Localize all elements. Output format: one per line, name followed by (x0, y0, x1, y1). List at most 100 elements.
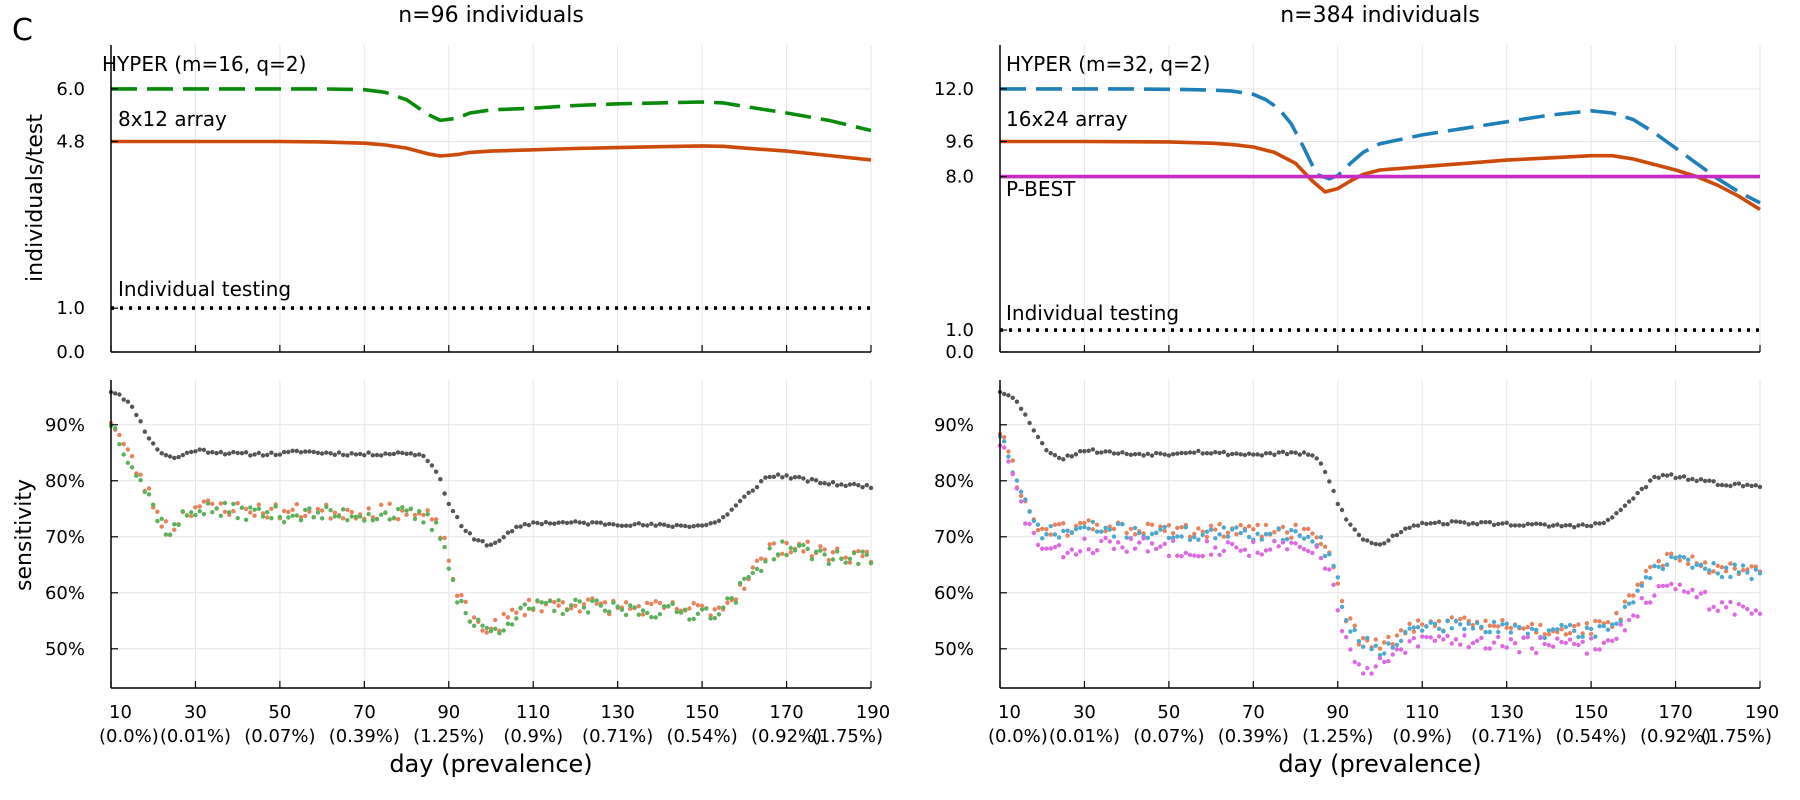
scatter-point-sens_array (412, 512, 418, 518)
scatter-point-sens_array (1044, 527, 1049, 532)
scatter-point-sens_individual (1390, 533, 1395, 538)
scatter-point-sens_array (742, 586, 747, 591)
scatter-point-sens_individual (670, 524, 675, 529)
scatter-point-sens_individual (1407, 525, 1412, 530)
scatter-point-sens_individual (1078, 449, 1083, 454)
scatter-point-sens_individual (1745, 482, 1750, 487)
scatter-point-sens_hyper_right (1610, 622, 1615, 627)
scatter-point-sens_hyper_right (1534, 627, 1539, 632)
scatter-point-sens_hyper_left (243, 517, 249, 522)
scatter-point-sens_hyper_right (1061, 528, 1066, 534)
scatter-point-sens_individual (1635, 490, 1640, 496)
scatter-point-sens_array (493, 617, 498, 623)
scatter-point-sens_array (256, 502, 261, 507)
scatter-point-sens_pbest (1529, 646, 1535, 651)
scatter-point-sens_pbest (1534, 650, 1539, 656)
scatter-point-sens_individual (260, 453, 266, 458)
scatter-point-sens_individual (573, 519, 578, 524)
scatter-point-sens_hyper_right (1183, 525, 1189, 530)
scatter-point-sens_individual (1643, 485, 1649, 490)
scatter-point-sens_individual (1601, 520, 1607, 526)
scatter-point-sens_hyper_right (1382, 651, 1387, 656)
scatter-point-sens_individual (590, 520, 595, 525)
scatter-point-sens_individual (1715, 482, 1721, 488)
scatter-point-sens_hyper_right (1745, 570, 1750, 575)
x-tick-label-day: 90 (1326, 702, 1349, 723)
scatter-point-sens_hyper_left (129, 465, 135, 470)
scatter-point-sens_pbest (1035, 542, 1041, 548)
scatter-point-sens_pbest (1745, 606, 1750, 612)
scatter-point-sens_array (1056, 522, 1062, 527)
legend-array-label: 8x12 array (118, 107, 227, 131)
scatter-point-sens_individual (522, 522, 527, 527)
scatter-point-sens_pbest (1681, 589, 1687, 594)
scatter-point-sens_hyper_left (847, 556, 853, 561)
scatter-point-sens_individual (792, 475, 798, 480)
scatter-point-sens_hyper_right (1124, 535, 1129, 540)
scatter-point-sens_hyper_right (1487, 629, 1493, 635)
scatter-point-sens_hyper_left (514, 616, 519, 621)
scatter-point-sens_array (1339, 598, 1345, 604)
scatter-point-sens_array (332, 510, 337, 515)
scatter-point-sens_pbest (1702, 589, 1708, 595)
scatter-point-sens_hyper_left (695, 611, 701, 616)
scatter-point-sens_array (252, 513, 257, 518)
x-tick-label-prevalence: (0.0%) (988, 726, 1048, 747)
scatter-point-sens_array (822, 547, 827, 552)
scatter-point-sens_pbest (1255, 550, 1260, 555)
scatter-point-sens_array (1111, 526, 1117, 532)
scatter-point-sens_array (1436, 619, 1442, 624)
scatter-point-sens_hyper_right (1166, 535, 1172, 541)
scatter-point-sens_pbest (1154, 546, 1159, 552)
scatter-point-sens_individual (1289, 450, 1294, 455)
scatter-point-sens_pbest (1639, 596, 1645, 601)
scatter-point-sens_individual (1736, 481, 1742, 486)
scatter-point-sens_individual (645, 523, 650, 528)
x-tick-label-day: 70 (353, 702, 376, 723)
scatter-point-sens_individual (408, 451, 413, 456)
scatter-point-sens_hyper_left (674, 609, 679, 615)
scatter-point-sens_pbest (1331, 582, 1336, 587)
scatter-point-sens_array (429, 517, 435, 522)
scatter-point-sens_pbest (1576, 642, 1581, 648)
x-tick-label-prevalence: (1.25%) (1302, 726, 1373, 747)
scatter-point-sens_individual (1652, 474, 1657, 480)
scatter-point-sens_array (636, 604, 641, 609)
scatter-point-sens_individual (1567, 523, 1573, 528)
scatter-point-sens_hyper_right (1390, 645, 1395, 650)
scatter-point-sens_hyper_right (1116, 521, 1121, 527)
scatter-point-sens_hyper_left (455, 600, 460, 605)
scatter-point-sens_array (767, 542, 772, 547)
y-tick-label: 80% (934, 471, 974, 492)
scatter-point-sens_individual (1348, 522, 1353, 527)
scatter-point-sens_individual (1453, 519, 1459, 524)
scatter-point-sens_pbest (1686, 590, 1691, 595)
chart-title-right: n=384 individuals (1280, 3, 1480, 28)
scatter-point-sens_array (341, 516, 346, 521)
scatter-point-sens_hyper_right (1246, 534, 1252, 540)
scatter-point-sens_pbest (1694, 595, 1699, 600)
scatter-point-sens_individual (1200, 451, 1205, 456)
scatter-point-sens_pbest (1318, 555, 1324, 561)
scatter-point-sens_individual (628, 523, 633, 528)
scatter-point-sens_individual (1056, 455, 1062, 461)
scatter-point-sens_pbest (1158, 544, 1163, 549)
scatter-point-sens_individual (1525, 521, 1531, 527)
scatter-point-sens_individual (830, 480, 836, 485)
scatter-point-sens_hyper_right (1724, 565, 1729, 570)
scatter-point-sens_hyper_left (172, 522, 177, 527)
scatter-point-sens_array (281, 508, 287, 514)
scatter-point-sens_individual (657, 522, 663, 527)
scatter-point-sens_hyper_right (1056, 535, 1062, 540)
scatter-point-sens_individual (649, 521, 654, 526)
scatter-point-sens_individual (822, 481, 827, 486)
scatter-point-sens_hyper_left (661, 604, 667, 609)
scatter-point-sens_individual (1230, 451, 1235, 457)
y-tick-label: 60% (45, 583, 85, 604)
scatter-point-sens_individual (856, 483, 861, 488)
scatter-point-sens_hyper_left (640, 608, 646, 613)
scatter-point-sens_individual (1462, 520, 1467, 525)
scatter-point-sens_hyper_right (1356, 639, 1362, 644)
scatter-point-sens_array (1508, 625, 1514, 631)
scatter-point-sens_individual (1284, 451, 1290, 457)
